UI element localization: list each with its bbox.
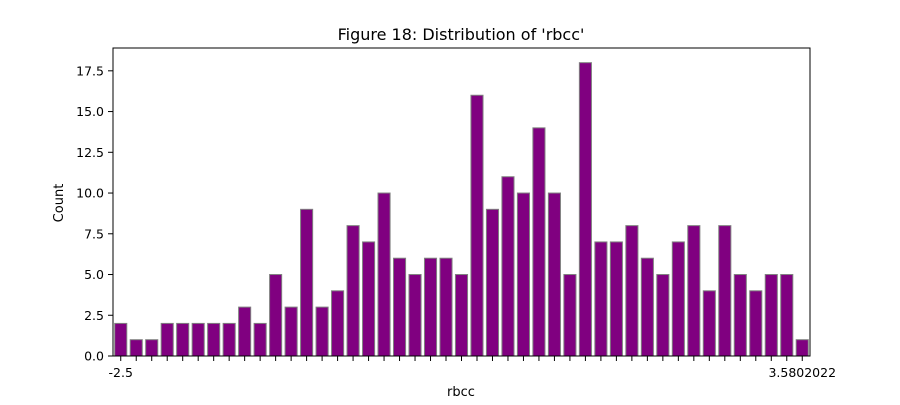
bar: [687, 225, 701, 357]
bar: [222, 322, 236, 357]
x-tick-label-first: -2.5: [109, 365, 133, 380]
x-tick-label-last: 3.5802022: [768, 365, 836, 380]
bar: [718, 225, 732, 357]
bar: [362, 241, 376, 357]
bar: [114, 322, 128, 357]
bar: [331, 290, 345, 357]
bar: [238, 306, 252, 357]
bar: [578, 62, 592, 357]
bar: [160, 322, 174, 357]
bar: [671, 241, 685, 357]
bar: [501, 176, 515, 357]
plot-area: [114, 62, 809, 357]
y-tick-label: 0.0: [84, 349, 104, 364]
y-tick-label: 5.0: [84, 267, 104, 282]
bar: [656, 274, 670, 357]
y-axis: 0.0 2.5 5.0 7.5 10.0 12.5 15.0 17.5: [76, 63, 113, 364]
bar: [532, 127, 546, 357]
bar: [207, 322, 221, 357]
y-tick-label: 15.0: [76, 104, 104, 119]
y-tick-label: 12.5: [76, 145, 104, 160]
bar: [423, 257, 438, 357]
chart-title: Figure 18: Distribution of 'rbcc': [338, 25, 585, 44]
bar: [253, 322, 267, 357]
bar: [346, 225, 360, 357]
x-axis-label: rbcc: [447, 385, 475, 400]
bar: [269, 274, 283, 357]
bar: [764, 274, 778, 357]
bar: [795, 339, 809, 357]
bar: [516, 192, 530, 357]
bar: [176, 322, 190, 357]
y-tick-label: 2.5: [84, 308, 104, 323]
bar: [547, 192, 561, 357]
bar: [129, 339, 143, 357]
bar: [485, 208, 500, 357]
y-tick-label: 10.0: [76, 186, 104, 201]
bar: [625, 225, 639, 357]
y-tick-label: 7.5: [84, 226, 104, 241]
bar: [470, 94, 484, 357]
bar: [609, 241, 623, 357]
bar: [284, 306, 298, 357]
y-axis-label: Count: [52, 184, 67, 223]
bar: [315, 306, 329, 357]
bar: [749, 290, 763, 357]
y-tick-label: 17.5: [76, 63, 104, 78]
bar: [393, 257, 407, 357]
bar: [300, 208, 314, 357]
bar: [377, 192, 391, 357]
bar: [563, 274, 577, 357]
bar: [780, 274, 794, 357]
x-axis: -2.5 3.5802022: [109, 356, 836, 380]
bar: [408, 274, 422, 357]
bar: [145, 339, 159, 357]
bar: [702, 290, 716, 357]
bar: [733, 274, 747, 357]
bar: [439, 257, 453, 357]
bar: [640, 257, 654, 357]
bar: [191, 322, 205, 357]
bar: [454, 274, 469, 357]
bar: [594, 241, 608, 357]
